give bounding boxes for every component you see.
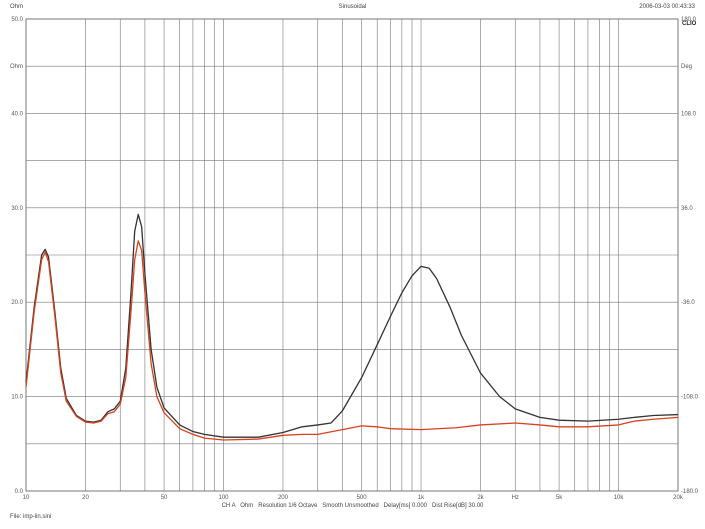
series-line-2: [25, 240, 679, 441]
x-tick-label: 20k: [673, 495, 684, 501]
y-right-tick-label: Deg: [681, 64, 692, 70]
y-right-tick-label: 108.0: [681, 111, 697, 117]
y-right-tick-label: -108.0: [681, 395, 699, 401]
series-lines: [25, 213, 679, 441]
y-right-tick-label: -180.0: [681, 489, 699, 495]
x-tick-label: 5k: [556, 495, 563, 501]
x-tick-label: 2k: [477, 495, 484, 501]
y-right-tick-label: -36.0: [681, 300, 695, 306]
y-left-tick-label: 10.0: [11, 395, 23, 401]
x-tick-label: 500: [357, 495, 368, 501]
y-left-tick-label: 50.0: [11, 17, 23, 23]
grid: [26, 19, 678, 491]
y-right-tick-label: 36.0: [681, 206, 693, 212]
footer-file: File: imp-lin.sini: [10, 514, 52, 520]
y-left-tick-label: 0.0: [15, 489, 24, 495]
y-axis-left: 50.0 Ohm 40.0 30.0 20.0 10.0 0.0: [10, 17, 24, 495]
x-tick-label: 200: [278, 495, 289, 501]
x-tick-label: 1k: [418, 495, 425, 501]
header-unit-label: Ohm: [10, 4, 24, 10]
x-tick-label: Hz: [512, 495, 519, 501]
header-timestamp: 2006-03-03 00:43:33: [639, 4, 695, 10]
y-axis-right: 180.0 Deg 108.0 36.0 -36.0 -108.0 -180.0: [681, 17, 699, 495]
y-right-tick-label: 180.0: [681, 17, 697, 23]
y-left-tick-label: 40.0: [11, 111, 23, 117]
y-left-tick-label: 30.0: [11, 206, 23, 212]
x-tick-label: 10: [23, 495, 30, 501]
x-tick-label: 100: [219, 495, 230, 501]
x-tick-label: 50: [161, 495, 168, 501]
x-axis: 10 20 50 100 200 500 1k 2k Hz 5k 10k 20k: [23, 495, 684, 501]
x-tick-label: 20: [82, 495, 89, 501]
header-title: Sinusoidal: [338, 4, 367, 10]
footer-settings: CH A Ohm Resolution 1/6 Octave Smooth Un…: [221, 503, 484, 509]
x-tick-label: 10k: [614, 495, 625, 501]
series-line-1: [25, 213, 679, 438]
y-left-tick-label: 20.0: [11, 300, 23, 306]
clio-logo: CLIO: [682, 21, 697, 27]
y-left-tick-label: Ohm: [10, 64, 23, 70]
